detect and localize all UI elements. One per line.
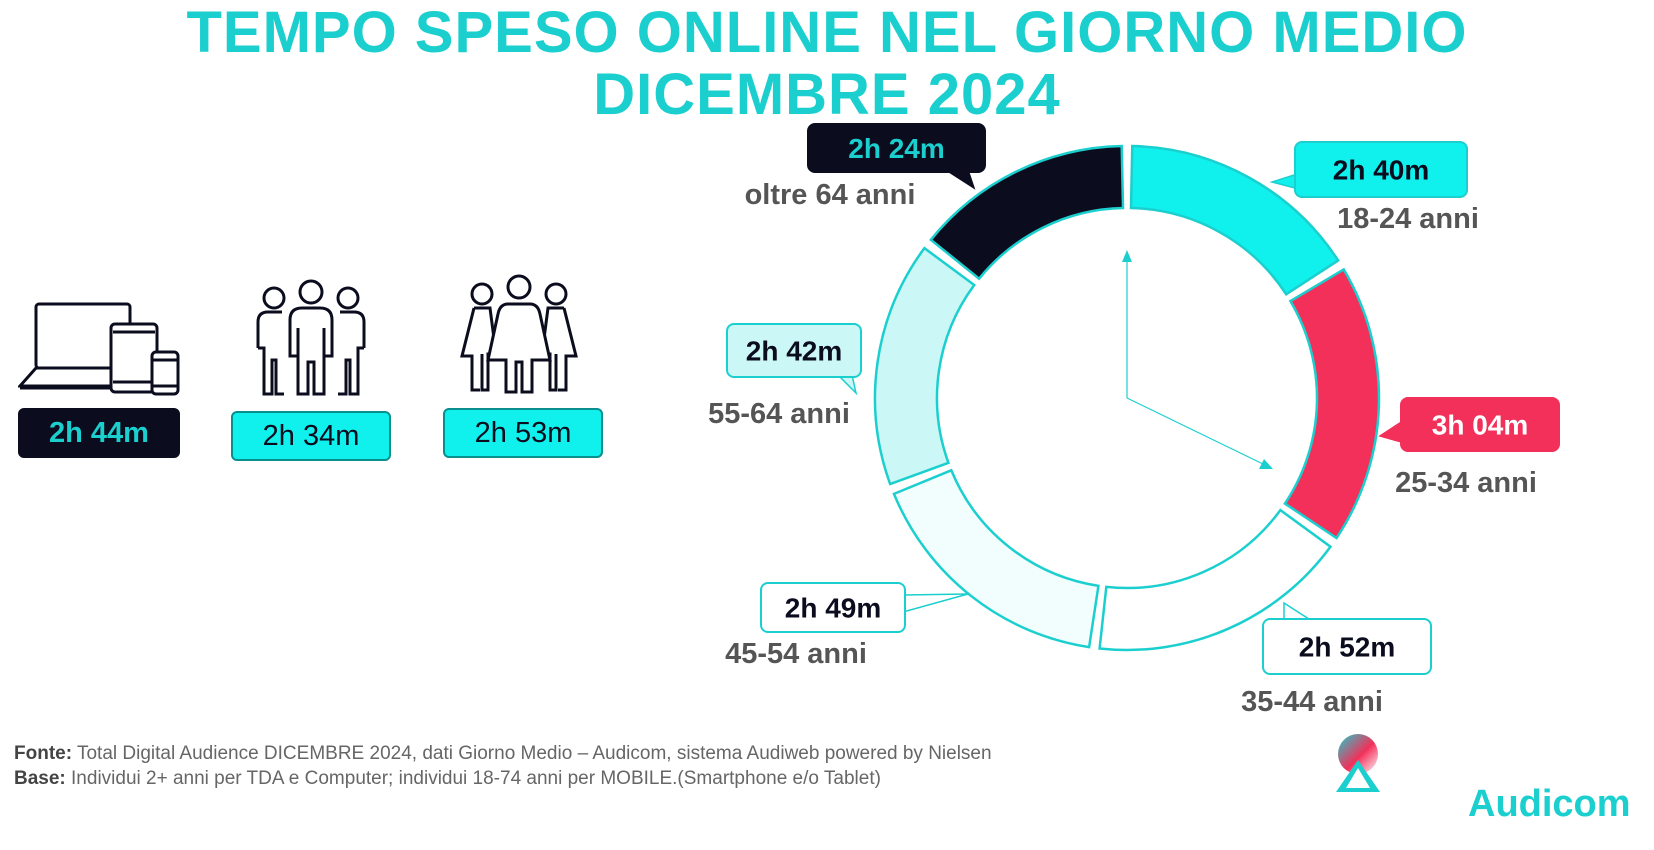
callout-box bbox=[807, 123, 986, 173]
callout-box bbox=[1294, 141, 1468, 198]
footer-source: Fonte: Total Digital Audience DICEMBRE 2… bbox=[14, 742, 992, 766]
page-title-line-1: TEMPO SPESO ONLINE NEL GIORNO MEDIO bbox=[186, 0, 1468, 65]
slice-value-label: 2h 42m bbox=[746, 336, 843, 367]
slice-value-label: 2h 52m bbox=[1299, 632, 1396, 663]
donut-slice bbox=[929, 144, 1125, 281]
donut-slice bbox=[1283, 267, 1381, 540]
callout-box bbox=[726, 323, 862, 378]
page-title-line-2: DICEMBRE 2024 bbox=[593, 62, 1061, 127]
slice-age-label: 35-44 anni bbox=[1241, 686, 1383, 718]
callout-box bbox=[760, 582, 906, 633]
footer-base-text: Individui 2+ anni per TDA e Computer; in… bbox=[65, 768, 881, 789]
slice-age-label: 18-24 anni bbox=[1337, 203, 1479, 235]
summary-value-women: 2h 53m bbox=[443, 408, 603, 458]
footer-source-text: Total Digital Audience DICEMBRE 2024, da… bbox=[72, 743, 992, 764]
people-men-icon bbox=[256, 279, 366, 396]
slice-value-label: 2h 49m bbox=[785, 593, 882, 624]
slice-age-label: 25-34 anni bbox=[1395, 467, 1537, 499]
donut-slice bbox=[873, 246, 976, 486]
donut-slice bbox=[892, 468, 1100, 649]
audicom-logo-icon bbox=[1336, 734, 1380, 792]
devices-icon bbox=[18, 302, 180, 396]
donut-slice bbox=[1098, 508, 1333, 652]
slice-age-label: 45-54 anni bbox=[725, 638, 867, 670]
slice-age-label: 55-64 anni bbox=[708, 398, 850, 430]
footer-base: Base: Individui 2+ anni per TDA e Comput… bbox=[14, 767, 881, 791]
callout-pointer bbox=[902, 593, 969, 613]
callout-box bbox=[1262, 618, 1432, 675]
slice-value-label: 2h 40m bbox=[1333, 155, 1430, 186]
slice-value-label: 3h 04m bbox=[1432, 410, 1529, 441]
callout-box bbox=[1400, 397, 1560, 452]
clock-hands bbox=[1122, 250, 1273, 469]
people-women-icon bbox=[460, 274, 578, 394]
brand-name: Audicom bbox=[1468, 783, 1631, 825]
footer-source-label: Fonte: bbox=[14, 743, 73, 764]
slice-value-label: 2h 24m bbox=[848, 133, 945, 164]
slice-age-label: oltre 64 anni bbox=[745, 179, 916, 211]
summary-value-men: 2h 34m bbox=[231, 411, 391, 461]
donut-slice bbox=[1129, 144, 1340, 297]
footer-base-label: Base: bbox=[14, 768, 66, 789]
summary-value-total: 2h 44m bbox=[18, 408, 180, 458]
